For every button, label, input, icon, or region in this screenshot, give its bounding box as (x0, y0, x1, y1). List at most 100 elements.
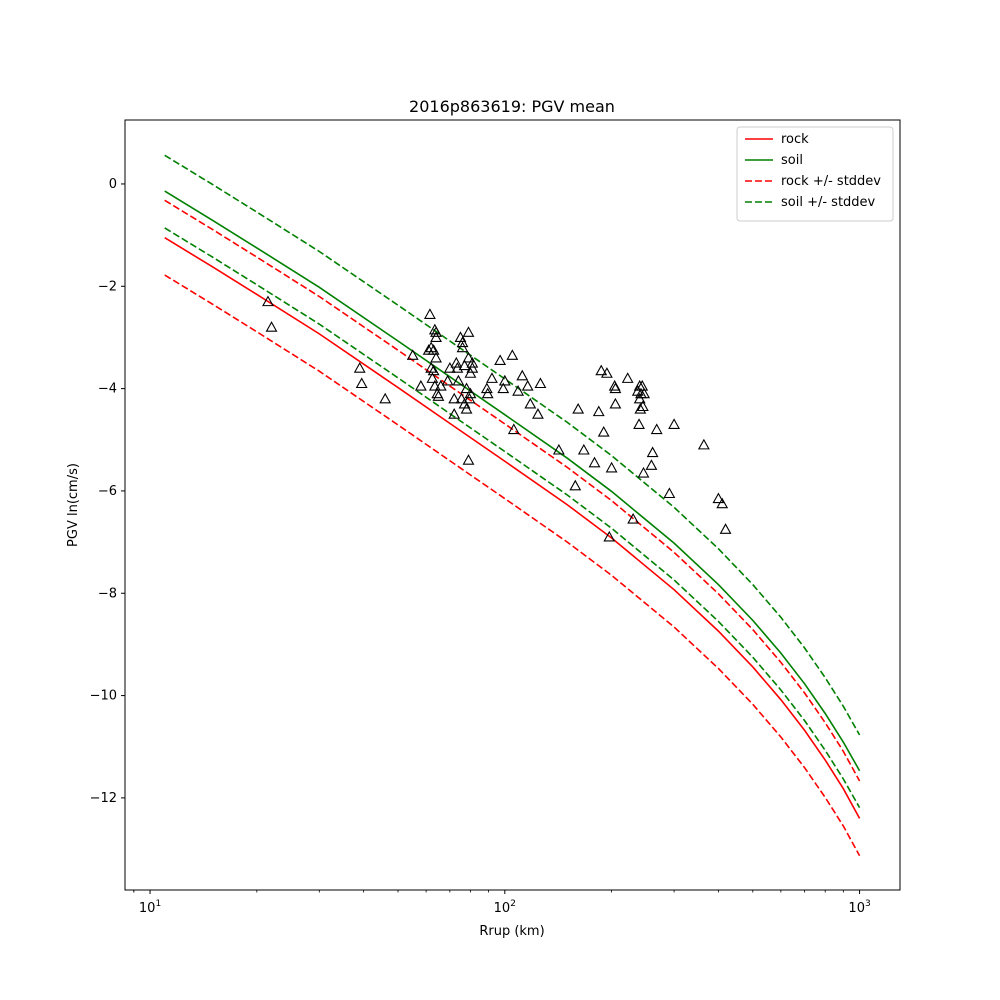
observation-point (524, 397, 537, 409)
observation-point (450, 356, 463, 368)
observation-point (428, 379, 441, 391)
observation-point (627, 512, 640, 524)
observation-point (663, 487, 676, 499)
legend-label: rock (781, 132, 809, 147)
observation-point (425, 341, 438, 353)
observation-point (532, 408, 544, 419)
observation-point (605, 461, 618, 473)
series-line-3 (164, 274, 861, 857)
plot-frame (124, 119, 901, 891)
observation-point (497, 382, 510, 394)
x-axis-label: Rrup (km) (479, 924, 544, 939)
observation-point (516, 369, 529, 381)
observation-point (621, 372, 634, 383)
y-tick-label: −4 (98, 382, 117, 397)
y-axis-label: PGV ln(cm/s) (66, 463, 81, 547)
observation-point (636, 379, 649, 391)
observation-point (448, 408, 461, 419)
observation-point (430, 331, 442, 342)
series-line-2 (164, 199, 861, 782)
observation-point (464, 367, 477, 378)
series-line-5 (164, 227, 861, 809)
observation-point (600, 367, 613, 378)
observation-point (507, 423, 520, 435)
observation-point (423, 308, 436, 319)
legend-label: rock +/- stddev (781, 174, 881, 189)
y-tick-label: −8 (98, 586, 117, 601)
observation-point (609, 397, 622, 409)
observation-point (603, 530, 616, 542)
observation-point (426, 372, 439, 383)
observation-point (460, 402, 473, 414)
observation-point (353, 362, 366, 373)
observation-point (462, 454, 475, 465)
observation-point (262, 295, 274, 307)
observation-point (634, 402, 647, 414)
series-line-4 (164, 154, 861, 736)
observation-point (432, 390, 445, 401)
x-tick-label: 102 (494, 899, 516, 916)
observation-point (637, 466, 650, 478)
observation-point (569, 479, 582, 491)
observation-point (427, 364, 440, 376)
observation-point (355, 377, 368, 389)
observation-point (506, 349, 519, 360)
observation-point (456, 341, 469, 353)
observation-point (265, 321, 278, 332)
observation-point (534, 377, 547, 389)
observation-point (597, 425, 610, 437)
x-tick-label: 103 (848, 899, 870, 916)
observation-point (430, 326, 442, 337)
legend-label: soil (781, 153, 803, 168)
chart-title: 2016p863619: PGV mean (409, 97, 615, 116)
observation-point (588, 456, 601, 468)
legend-box (736, 126, 894, 222)
observation-point (443, 362, 456, 373)
series-line-0 (164, 236, 861, 819)
observation-point (636, 400, 649, 412)
observation-point (486, 372, 498, 383)
observation-point (434, 379, 447, 391)
y-tick-label: −6 (98, 484, 117, 499)
observation-point (668, 418, 681, 429)
observation-point (712, 492, 725, 504)
observation-point (650, 423, 663, 435)
observation-point (456, 336, 469, 348)
observation-point (498, 374, 511, 386)
observation-point (494, 354, 507, 366)
observation-point (414, 379, 427, 391)
observation-point (441, 374, 454, 386)
observation-point (379, 392, 392, 404)
x-tick-label: 101 (139, 899, 161, 916)
y-tick-label: 0 (109, 177, 117, 192)
observation-point (512, 385, 525, 396)
observation-point (427, 344, 440, 355)
observation-point (633, 418, 645, 429)
observation-point (462, 351, 475, 363)
observation-point (592, 405, 605, 417)
y-tick-label: −12 (90, 791, 117, 806)
observation-point (452, 374, 465, 386)
observation-point (464, 387, 477, 399)
observation-point (430, 351, 442, 363)
observation-point (481, 387, 494, 399)
observation-point (521, 379, 534, 391)
y-tick-label: −2 (98, 279, 117, 294)
series-line-1 (164, 190, 861, 772)
observation-point (645, 459, 658, 470)
y-tick-label: −10 (90, 689, 117, 704)
observation-point (458, 359, 471, 371)
observation-point (462, 326, 475, 337)
observation-point (719, 523, 732, 534)
observation-point (633, 392, 646, 404)
observation-point (451, 362, 464, 373)
legend: rock soil rock +/- stddev soil +/- stddev (736, 126, 894, 222)
observation-point (448, 392, 461, 404)
observation-point (463, 392, 476, 404)
observation-point (466, 362, 479, 373)
observation-point (609, 382, 622, 394)
observation-point (646, 446, 659, 458)
observation-point (552, 443, 565, 455)
observation-point (638, 387, 651, 399)
